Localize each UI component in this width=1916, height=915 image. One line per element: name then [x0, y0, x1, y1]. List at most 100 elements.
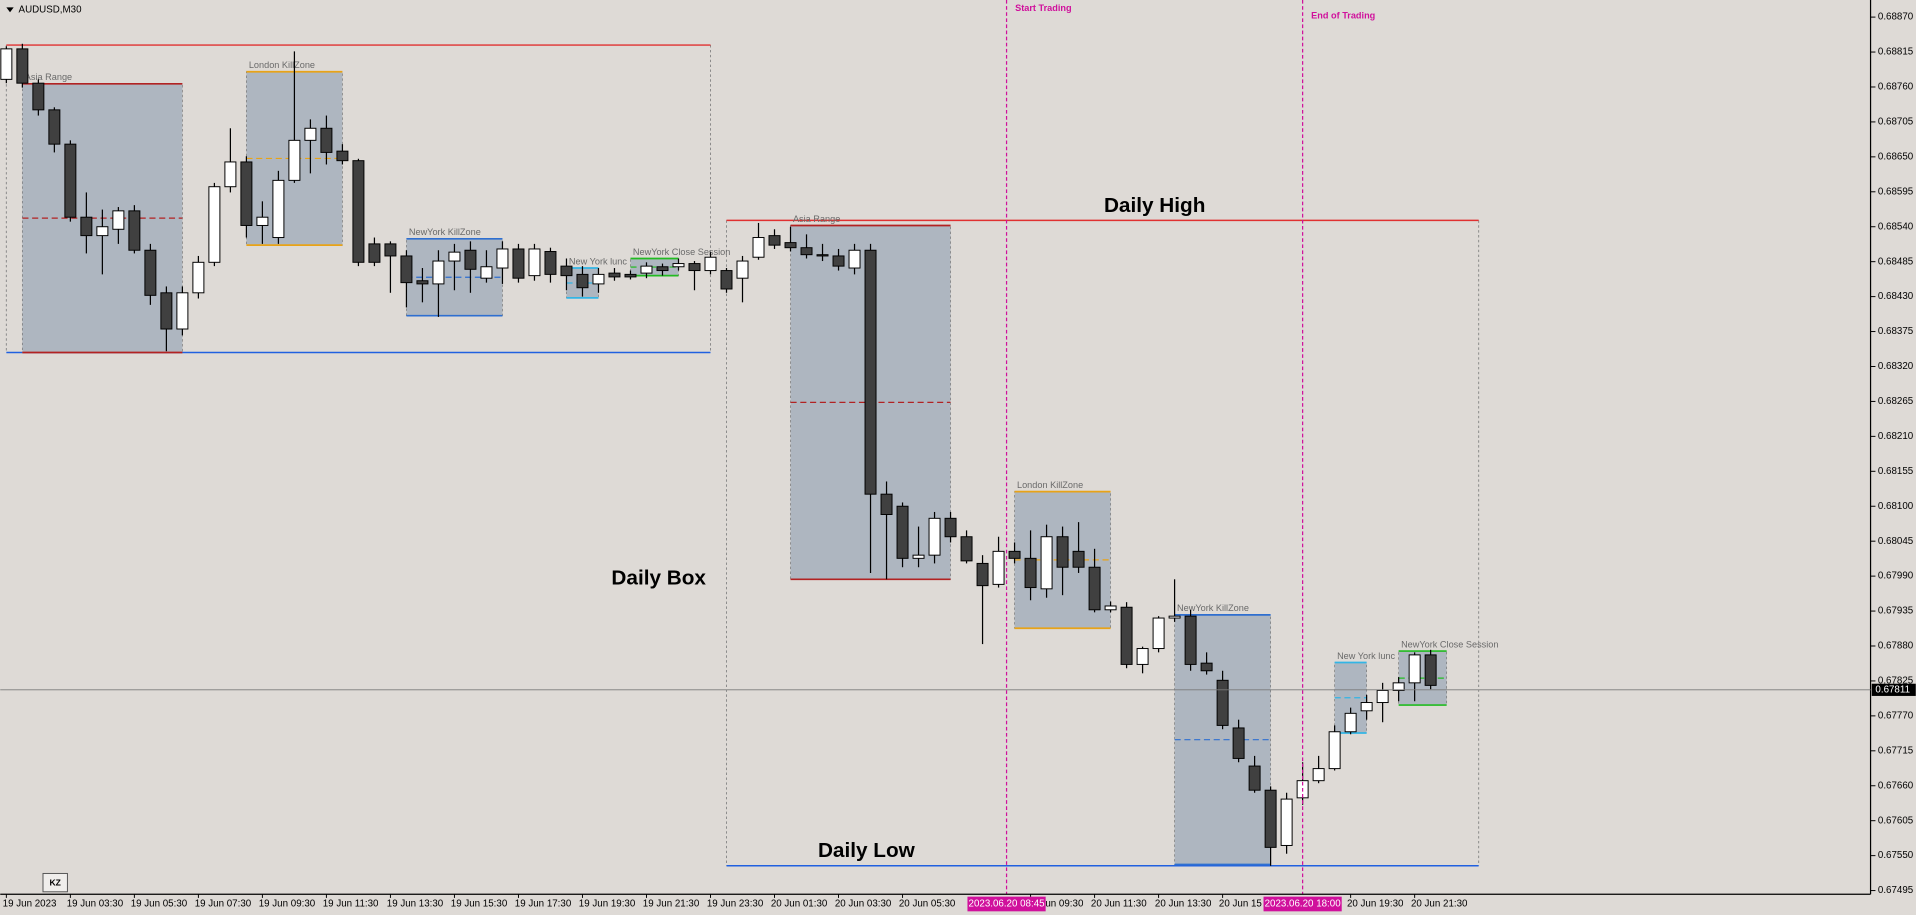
candle-body	[96, 226, 109, 237]
candle-body	[1008, 550, 1021, 559]
session-label: London KillZone	[249, 60, 315, 70]
kz-button[interactable]: KZ	[42, 872, 68, 893]
candle-body	[736, 260, 749, 279]
candle-body	[16, 48, 29, 84]
candle-body	[784, 242, 797, 249]
candle-body	[1344, 712, 1357, 733]
candle-body	[352, 160, 365, 263]
candle-body	[1024, 557, 1037, 589]
y-tick-label: 0.67715	[1878, 745, 1914, 756]
candle-body	[240, 161, 253, 226]
candle-body	[960, 536, 973, 562]
y-tick-label: 0.68375	[1878, 326, 1914, 337]
candle-body	[1072, 550, 1085, 568]
candle-body	[1248, 765, 1261, 791]
candle-body	[512, 248, 525, 279]
x-tick-label: 20 Jun 01:30	[771, 899, 828, 910]
candle-body	[656, 266, 669, 272]
candle-body	[336, 150, 349, 162]
candle-body	[1328, 731, 1341, 770]
button-label[interactable]: KZ	[50, 878, 61, 888]
y-tick-label: 0.68210	[1878, 431, 1914, 442]
vline-time-bg	[1263, 896, 1342, 912]
y-tick-label: 0.68045	[1878, 536, 1914, 547]
y-tick-label: 0.68155	[1878, 466, 1914, 477]
x-tick-label: 20 Jun 05:30	[899, 899, 956, 910]
x-tick-label: 20 Jun 11:30	[1091, 899, 1147, 910]
candle-body	[48, 109, 61, 145]
candle-body	[688, 263, 701, 272]
x-tick-label: 19 Jun 2023	[3, 899, 57, 910]
x-tick-label: 19 Jun 13:30	[387, 899, 444, 910]
candle-body	[384, 243, 397, 257]
candle-body	[1152, 617, 1165, 650]
candle-body	[704, 256, 717, 272]
current-price-label: 0.67811	[1875, 684, 1910, 695]
candle-body	[304, 127, 317, 141]
candle-body	[800, 247, 813, 256]
candle-body	[976, 562, 989, 587]
candle-body	[272, 179, 285, 239]
x-tick-label: 19 Jun 15:30	[451, 899, 508, 910]
candle-body	[1184, 615, 1197, 665]
candle-body	[1392, 682, 1405, 691]
x-tick-label: 19 Jun 17:30	[515, 899, 572, 910]
candle-body	[288, 139, 301, 181]
x-tick-label: 19 Jun 11:30	[323, 899, 379, 910]
candle-body	[896, 505, 909, 559]
button-frame[interactable]	[42, 872, 68, 893]
candle-body	[368, 243, 381, 263]
candle-body	[752, 237, 765, 258]
session-label: Asia Range	[25, 72, 72, 82]
candle-body	[624, 273, 637, 278]
candle-body	[1264, 789, 1277, 848]
annotation: Daily Box	[611, 567, 706, 590]
symbol-menu-arrow[interactable]	[6, 7, 14, 13]
candle-body	[1136, 648, 1149, 665]
candle-body	[208, 186, 221, 263]
x-tick-label: 19 Jun 23:30	[707, 899, 764, 910]
candle-body	[608, 272, 621, 278]
x-tick-label: 19 Jun 05:30	[131, 899, 188, 910]
session-label: NewYork KillZone	[1177, 603, 1249, 613]
candle-body	[256, 216, 269, 226]
session-label: Asia Range	[793, 214, 840, 224]
x-tick-label: 20 Jun 15	[1219, 899, 1262, 910]
x-tick-label: 20 Jun 21:30	[1411, 899, 1468, 910]
session-label: NewYork KillZone	[409, 227, 481, 237]
candle-body	[320, 127, 333, 153]
candle-body	[64, 143, 77, 218]
x-tick-label: 19 Jun 03:30	[67, 899, 124, 910]
session-label: NewYork Close Session	[633, 247, 730, 257]
candle-body	[720, 270, 733, 290]
candle-body	[880, 493, 893, 515]
x-tick-label: 19 Jun 21:30	[643, 899, 700, 910]
candle-body	[1424, 654, 1437, 686]
candle-body	[944, 517, 957, 538]
candle-body	[128, 210, 141, 251]
candle-body	[192, 261, 205, 294]
candle-body	[496, 248, 509, 269]
candle-body	[768, 235, 781, 246]
y-tick-label: 0.67550	[1878, 850, 1914, 861]
vline-time: 2023.06.20 18:00	[1265, 899, 1342, 910]
x-tick-label: 20 Jun 03:30	[835, 899, 892, 910]
y-tick-label: 0.68100	[1878, 501, 1914, 512]
candle-body	[1120, 606, 1133, 665]
symbol-label: AUDUSD,M30	[19, 4, 83, 15]
candle-body	[544, 251, 557, 275]
candle-body	[1216, 679, 1229, 726]
candle-body	[592, 273, 605, 285]
candle-body	[1168, 615, 1181, 619]
candle-body	[1200, 662, 1213, 672]
candle-body	[816, 254, 829, 257]
candle-body	[912, 554, 925, 559]
candle-body	[1056, 536, 1069, 568]
y-tick-label: 0.68430	[1878, 291, 1914, 302]
current-price-bg	[1871, 683, 1916, 696]
plot-layer: Asia Range London KillZone NewYork KillZon…	[0, 0, 1498, 895]
candle-body	[1280, 798, 1293, 846]
x-tick-label: 19 Jun 07:30	[195, 899, 252, 910]
x-tick-label: 20 Jun 19:30	[1347, 899, 1404, 910]
